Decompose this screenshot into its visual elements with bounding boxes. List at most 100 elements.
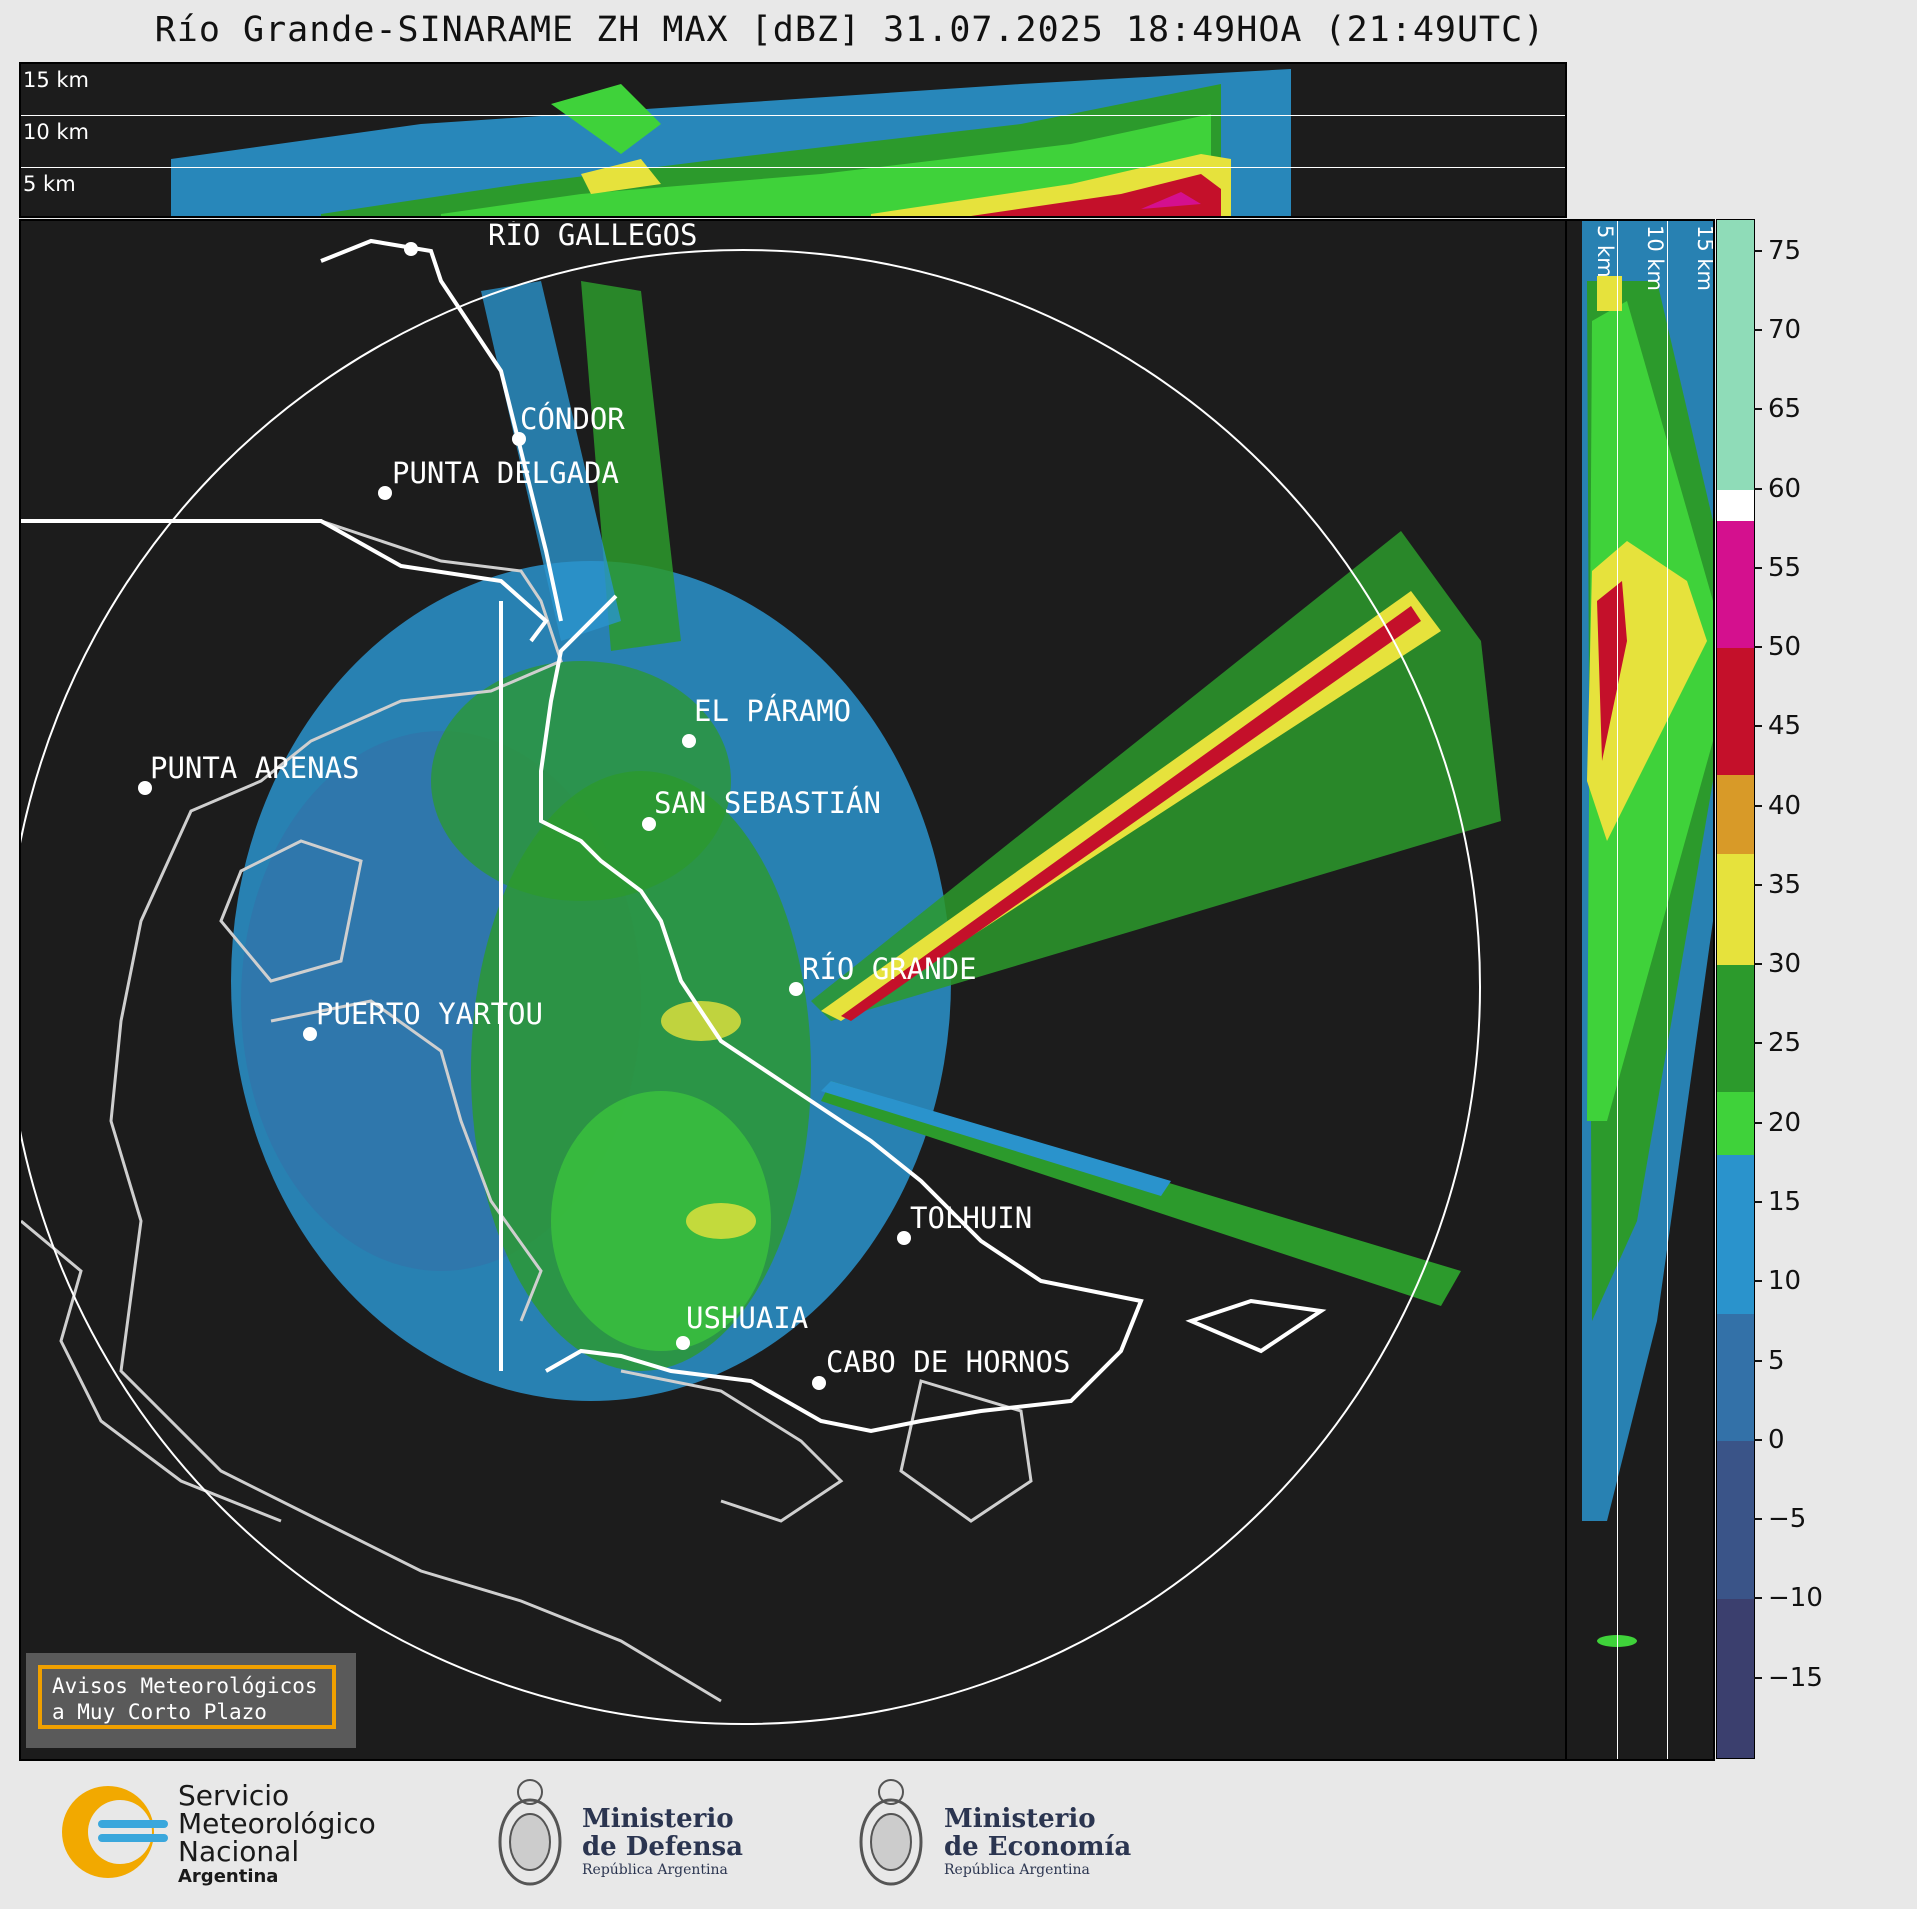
colorbar-segment — [1717, 1155, 1754, 1315]
colorbar-segment — [1717, 1092, 1754, 1156]
colorbar-segment — [1717, 774, 1754, 855]
warning-notice-box: Avisos Meteorológicos a Muy Corto Plazo — [26, 1653, 356, 1748]
colorbar-tick-label: 20 — [1768, 1107, 1802, 1138]
colorbar-segment — [1717, 1440, 1754, 1600]
colorbar-tick-label: 45 — [1768, 711, 1802, 742]
colorbar-tick — [1754, 408, 1762, 411]
defensa-name: Ministerio de Defensa República Argentin… — [582, 1805, 743, 1879]
argentina-coast-border — [21, 238, 1327, 1434]
colorbar-tick — [1754, 804, 1762, 807]
side-cross-section-panel: 5 km 10 km 15 km — [1565, 219, 1715, 1761]
colorbar-tick-label: 65 — [1768, 394, 1802, 425]
colorbar-tick — [1754, 1359, 1762, 1362]
colorbar-tick — [1754, 883, 1762, 886]
top-cross-section-echoes — [171, 69, 1291, 216]
notice-line-2: a Muy Corto Plazo — [52, 1700, 267, 1724]
colorbar-tick-label: 10 — [1768, 1266, 1802, 1297]
economia-line-1: Ministerio — [944, 1804, 1096, 1834]
colorbar-tick — [1754, 1280, 1762, 1283]
notice-line-1: Avisos Meteorológicos — [52, 1674, 318, 1698]
city-label-cabo-de-hornos: CABO DE HORNOS — [826, 1345, 1070, 1379]
colorbar-tick — [1754, 725, 1762, 728]
radar-map: RÍO GALLEGOS CÓNDOR PUNTA DELGADA EL PÁR… — [21, 221, 1501, 1725]
city-label-el-paramo: EL PÁRAMO — [694, 694, 851, 728]
colorbar-segment — [1717, 220, 1754, 490]
colorbar-tick-label: 15 — [1768, 1187, 1802, 1218]
colorbar-tick — [1754, 249, 1762, 252]
city-label-ushuaia: USHUAIA — [686, 1301, 808, 1335]
side-cross-section-echoes — [1582, 221, 1713, 1647]
argentina-coat-of-arms-defensa — [495, 1772, 565, 1894]
defensa-line-2: de Defensa — [582, 1832, 743, 1862]
colorbar-segment — [1717, 648, 1754, 775]
colorbar-tick-label: −5 — [1768, 1504, 1807, 1535]
smn-logo — [58, 1782, 168, 1882]
colorbar-segment — [1717, 1314, 1754, 1441]
colorbar-tick-label: −15 — [1768, 1662, 1823, 1693]
warning-notice-border: Avisos Meteorológicos a Muy Corto Plazo — [38, 1665, 336, 1729]
smn-line-1: Servicio — [178, 1779, 290, 1812]
colorbar-tick-label: 50 — [1768, 632, 1802, 663]
city-label-condor: CÓNDOR — [520, 402, 625, 436]
colorbar-segment — [1717, 965, 1754, 1093]
colorbar-segment — [1717, 854, 1754, 966]
economia-name: Ministerio de Economía República Argenti… — [944, 1805, 1131, 1879]
radar-range-ring — [21, 249, 1481, 1725]
colorbar-tick — [1754, 1042, 1762, 1045]
economia-line-2: de Economía — [944, 1832, 1132, 1862]
colorbar-segment — [1717, 521, 1754, 649]
argentina-coat-of-arms-economia — [856, 1772, 926, 1894]
city-label-tolhuin: TOLHUIN — [910, 1201, 1032, 1235]
colorbar-tick — [1754, 1597, 1762, 1600]
colorbar-tick — [1754, 1518, 1762, 1521]
colorbar-tick-label: 30 — [1768, 949, 1802, 980]
city-label-san-sebastian: SAN SEBASTIÁN — [654, 786, 881, 820]
side-level-15km: 15 km — [1693, 225, 1715, 292]
side-level-10km: 10 km — [1643, 225, 1667, 292]
dbz-colorbar — [1716, 219, 1755, 1759]
city-label-punta-arenas: PUNTA ARENAS — [150, 751, 360, 785]
colorbar-tick — [1754, 1676, 1762, 1679]
smn-name: Servicio Meteorológico Nacional Argentin… — [178, 1782, 376, 1888]
colorbar-tick-label: 55 — [1768, 552, 1802, 583]
coastlines — [21, 519, 1033, 1703]
top-cross-section-panel: 15 km 10 km 5 km — [19, 62, 1567, 218]
city-label-rio-gallegos: RÍO GALLEGOS — [488, 221, 698, 252]
colorbar-tick-label: 40 — [1768, 790, 1802, 821]
smn-line-3: Nacional — [178, 1835, 300, 1868]
top-level-10km: 10 km — [23, 120, 90, 144]
city-markers: RÍO GALLEGOS CÓNDOR PUNTA DELGADA EL PÁR… — [138, 221, 1070, 1390]
colorbar-tick-label: −10 — [1768, 1583, 1823, 1614]
colorbar-tick-label: 5 — [1768, 1345, 1785, 1376]
smn-line-4: Argentina — [178, 1866, 279, 1887]
colorbar-tick-label: 60 — [1768, 473, 1802, 504]
colorbar-tick — [1754, 1201, 1762, 1204]
colorbar-tick-label: 70 — [1768, 314, 1802, 345]
economia-line-3: República Argentina — [944, 1862, 1090, 1878]
colorbar-tick-label: 0 — [1768, 1424, 1785, 1455]
colorbar-tick — [1754, 646, 1762, 649]
precipitation-echoes — [231, 281, 1501, 1401]
colorbar-tick — [1754, 1438, 1762, 1441]
chart-title: Río Grande-SINARAME ZH MAX [dBZ] 31.07.2… — [154, 10, 1546, 50]
radar-map-panel: RÍO GALLEGOS CÓNDOR PUNTA DELGADA EL PÁR… — [19, 219, 1567, 1761]
defensa-line-1: Ministerio — [582, 1804, 734, 1834]
colorbar-tick — [1754, 963, 1762, 966]
smn-line-2: Meteorológico — [178, 1807, 376, 1840]
colorbar-tick-label: 25 — [1768, 1028, 1802, 1059]
top-level-5km: 5 km — [23, 172, 76, 196]
city-label-punta-delgada: PUNTA DELGADA — [392, 456, 619, 490]
colorbar-tick — [1754, 566, 1762, 569]
city-label-puerto-yartou: PUERTO YARTOU — [316, 997, 543, 1031]
colorbar-segment — [1717, 1599, 1754, 1758]
top-level-15km: 15 km — [23, 68, 90, 92]
city-label-rio-grande: RÍO GRANDE — [802, 952, 977, 986]
defensa-line-3: República Argentina — [582, 1862, 728, 1878]
colorbar-segment — [1717, 489, 1754, 522]
colorbar-tick — [1754, 328, 1762, 331]
colorbar-tick-label: 75 — [1768, 235, 1802, 266]
colorbar-tick — [1754, 1121, 1762, 1124]
colorbar-tick-label: 35 — [1768, 869, 1802, 900]
colorbar-tick — [1754, 487, 1762, 490]
side-level-5km: 5 km — [1593, 225, 1617, 278]
